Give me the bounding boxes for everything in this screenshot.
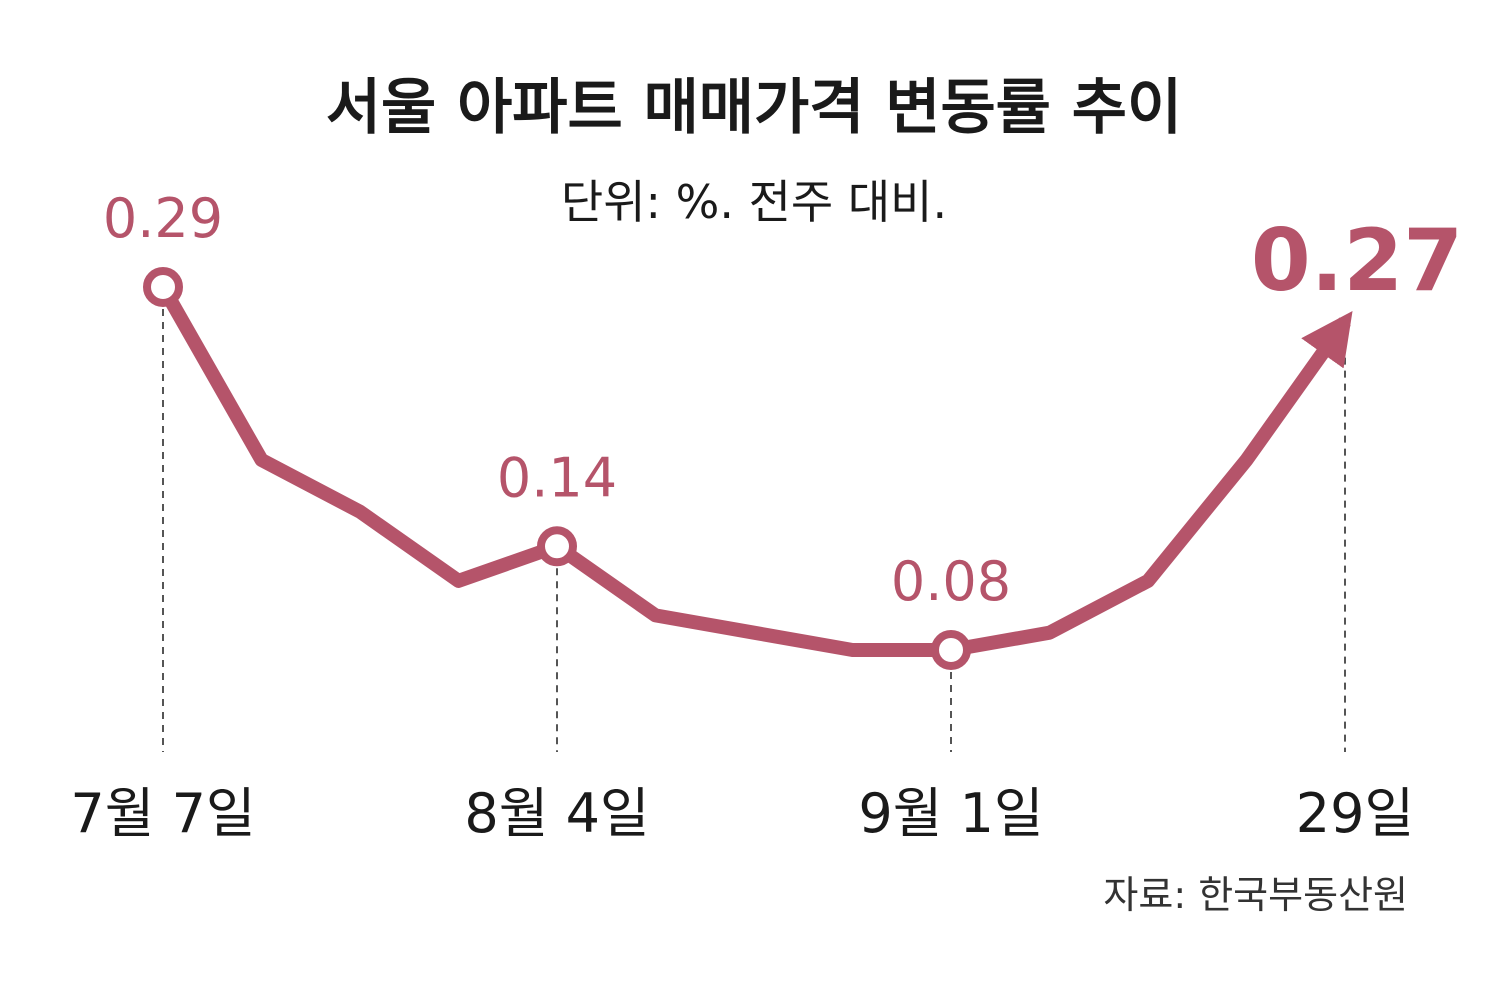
x-tick-label-1: 8월 4일 <box>464 782 649 845</box>
source-note: 자료: 한국부동산원 <box>1103 873 1408 917</box>
data-label-3: 0.27 <box>1251 211 1463 311</box>
x-tick-label-3: 29일 <box>1296 782 1414 845</box>
data-label-1: 0.14 <box>497 446 617 509</box>
x-tick-label-2: 9월 1일 <box>858 782 1043 845</box>
data-label-2: 0.08 <box>891 550 1011 613</box>
point-marker-1 <box>537 526 577 567</box>
point-marker-2 <box>931 630 971 670</box>
chart-subtitle: 단위: %. 전주 대비. <box>561 175 947 229</box>
chart-title: 서울 아파트 매매가격 변동률 추이 <box>326 73 1182 143</box>
series-line <box>156 283 1353 657</box>
x-tick-label-0: 7월 7일 <box>70 782 255 845</box>
data-label-0: 0.29 <box>103 187 223 250</box>
point-marker-0 <box>143 267 183 307</box>
